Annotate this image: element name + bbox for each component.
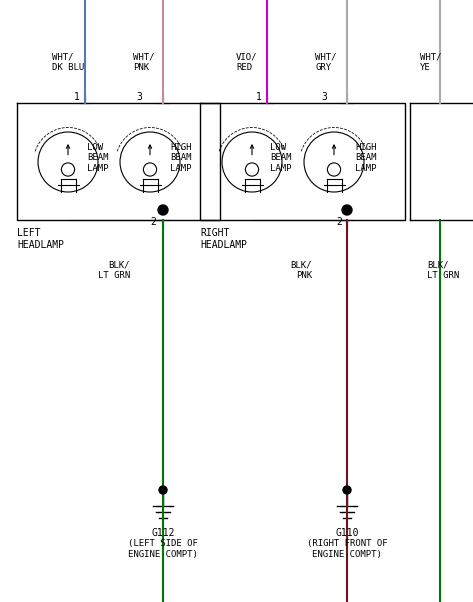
- Text: LOW
BEAM
LAMP: LOW BEAM LAMP: [270, 143, 291, 173]
- Text: 2: 2: [150, 217, 156, 227]
- Text: BLK/: BLK/: [108, 261, 130, 270]
- Text: BLK/: BLK/: [427, 261, 448, 270]
- Text: RED: RED: [236, 63, 252, 72]
- Text: LEFT
HEADLAMP: LEFT HEADLAMP: [17, 228, 64, 250]
- Text: GRY: GRY: [315, 63, 331, 72]
- Text: 1: 1: [256, 92, 262, 102]
- Circle shape: [159, 486, 167, 494]
- Text: (RIGHT FRONT OF: (RIGHT FRONT OF: [307, 539, 387, 548]
- Text: G110: G110: [335, 528, 359, 538]
- Text: WHT/: WHT/: [52, 53, 73, 62]
- Text: 3: 3: [136, 92, 142, 102]
- Text: 1: 1: [74, 92, 80, 102]
- Text: (LEFT SIDE OF: (LEFT SIDE OF: [128, 539, 198, 548]
- Circle shape: [343, 486, 351, 494]
- Circle shape: [158, 205, 168, 215]
- Text: WHT/: WHT/: [420, 53, 441, 62]
- Text: LT GRN: LT GRN: [427, 271, 459, 280]
- Text: HIGH
BEAM
LAMP: HIGH BEAM LAMP: [170, 143, 192, 173]
- Text: BLK/: BLK/: [290, 261, 312, 270]
- Text: PNK: PNK: [133, 63, 149, 72]
- Text: WHT/: WHT/: [315, 53, 336, 62]
- Text: ENGINE COMPT): ENGINE COMPT): [128, 550, 198, 559]
- Text: RIGHT
HEADLAMP: RIGHT HEADLAMP: [200, 228, 247, 250]
- Text: 2: 2: [336, 217, 342, 227]
- Text: ENGINE COMPT): ENGINE COMPT): [312, 550, 382, 559]
- Text: 3: 3: [321, 92, 327, 102]
- Text: G112: G112: [151, 528, 175, 538]
- Text: HIGH
BEAM
LAMP: HIGH BEAM LAMP: [355, 143, 377, 173]
- Text: VIO/: VIO/: [236, 53, 257, 62]
- Text: LT GRN: LT GRN: [98, 271, 130, 280]
- Text: WHT/: WHT/: [133, 53, 155, 62]
- Text: YE: YE: [420, 63, 431, 72]
- Text: PNK: PNK: [296, 271, 312, 280]
- Text: DK BLU: DK BLU: [52, 63, 84, 72]
- Circle shape: [342, 205, 352, 215]
- Text: LOW
BEAM
LAMP: LOW BEAM LAMP: [87, 143, 108, 173]
